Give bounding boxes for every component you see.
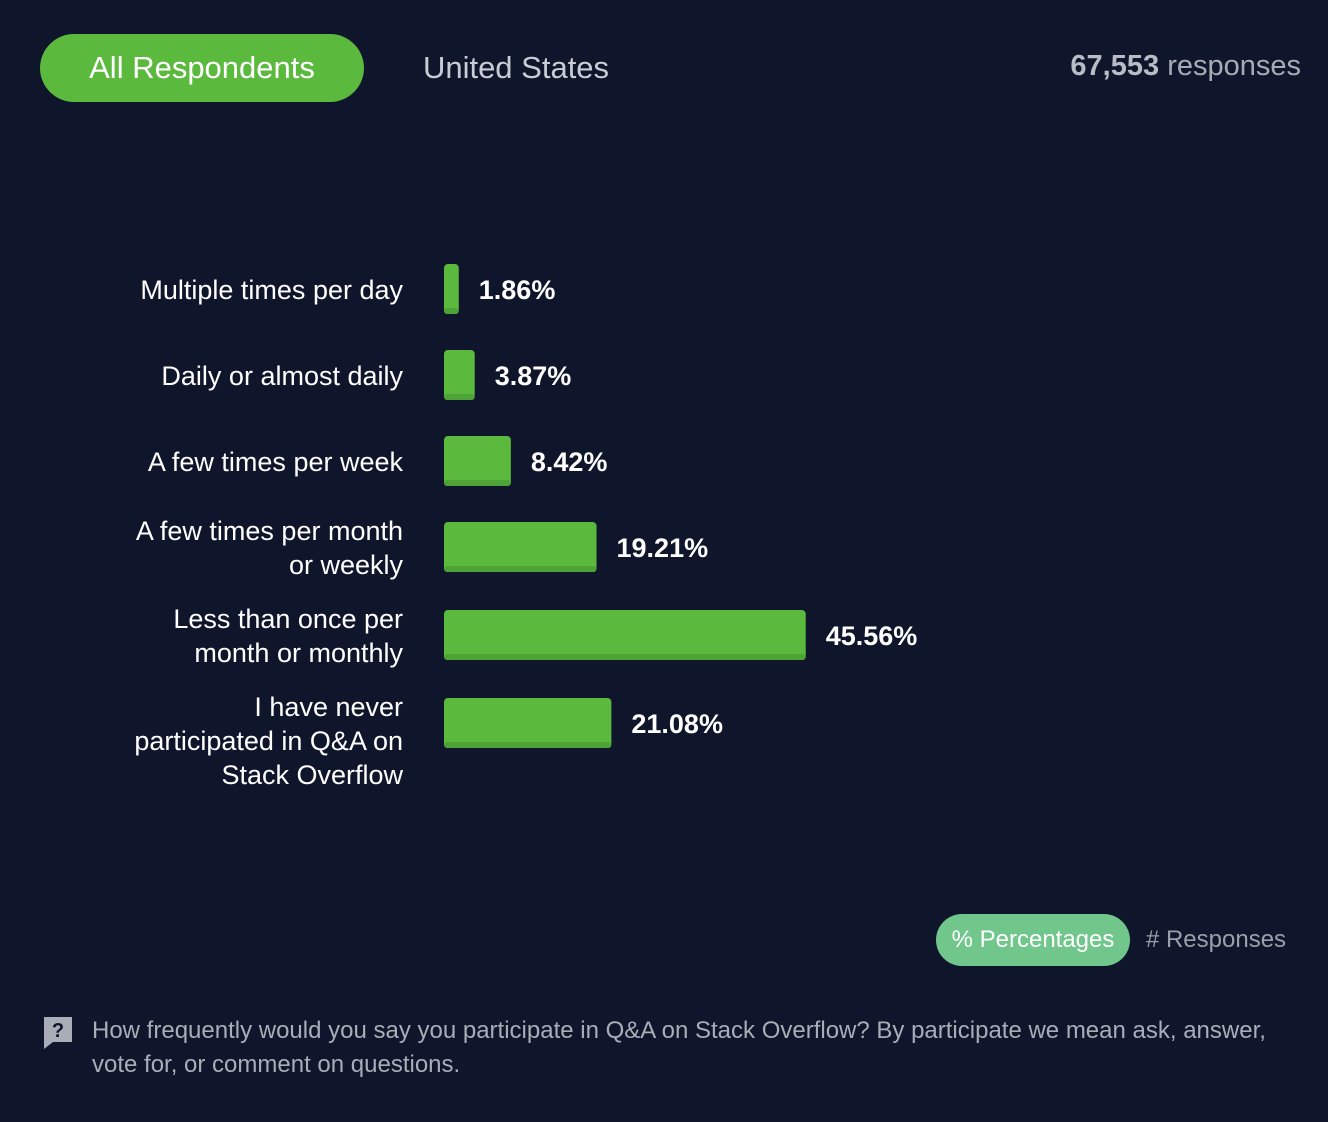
category-label-line: participated in Q&A on [134,726,403,756]
bar-shade [444,654,806,660]
survey-question: How frequently would you say you partici… [92,1017,1266,1078]
bar-shade [444,394,475,400]
category-label-line: Less than once per [173,604,403,634]
bar-row: Multiple times per day 1.86% [140,264,555,314]
bar-row: I have never participated in Q&A on Stack … [134,692,723,790]
category-label: Daily or almost daily [161,361,403,391]
category-label-line: or weekly [289,550,404,580]
bar-row: A few times per week 8.42% [148,436,608,486]
category-label: A few times per week [148,447,404,477]
category-label-line: A few times per week [148,447,404,477]
bar-row: Less than once per month or monthly 45.56% [173,604,917,668]
category-label: A few times per month or weekly [136,516,404,580]
question-icon: ? [44,1017,72,1049]
category-label-line: A few times per month [136,516,403,546]
bar [444,436,511,486]
bar-shade [444,308,459,314]
svg-text:?: ? [52,1020,64,1042]
value-label: 19.21% [617,533,709,563]
responses-toggle[interactable]: # Responses [1140,914,1292,966]
category-label-line: Daily or almost daily [161,361,403,391]
bar [444,522,597,572]
response-count: 67,553 responses [1070,50,1301,83]
bar-shade [444,566,597,572]
category-label: Less than once per month or monthly [173,604,403,668]
response-count-number: 67,553 [1070,50,1160,82]
category-label: I have never participated in Q&A on Stack … [134,692,403,790]
percentages-toggle[interactable]: % Percentages [936,914,1130,966]
value-label: 21.08% [631,709,723,739]
tab-united-states[interactable]: United States [404,34,628,102]
category-label-line: Stack Overflow [221,760,403,790]
category-label-line: month or monthly [194,638,403,668]
value-label: 45.56% [826,621,918,651]
bar [444,264,459,314]
response-count-suffix: responses [1167,50,1301,82]
bar-row: Daily or almost daily 3.87% [161,350,571,400]
bar-row: A few times per month or weekly 19.21% [136,516,708,580]
category-label-line: Multiple times per day [140,275,403,305]
value-label: 3.87% [495,361,572,391]
tab-all-respondents[interactable]: All Respondents [40,34,364,102]
category-label-line: I have never [254,692,403,722]
bar [444,610,806,660]
bar-shade [444,480,511,486]
value-label: 8.42% [531,447,608,477]
value-label: 1.86% [479,275,556,305]
bar-shade [444,742,612,748]
bar [444,698,612,748]
bar [444,350,475,400]
category-label: Multiple times per day [140,275,403,305]
